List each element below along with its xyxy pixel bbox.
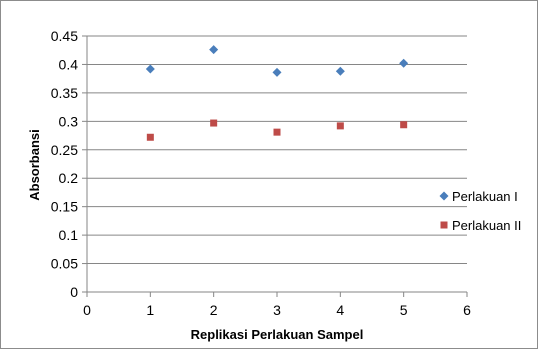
data-point-perlakuan-2 <box>146 133 154 141</box>
y-tick-label: 0.4 <box>59 56 79 72</box>
x-tick-label: 2 <box>210 302 218 318</box>
y-tick-label: 0.1 <box>59 227 79 243</box>
data-point-perlakuan-2 <box>210 119 218 127</box>
data-point-perlakuan-2 <box>273 128 281 136</box>
legend-marker <box>439 191 449 201</box>
data-point-perlakuan-2 <box>400 121 408 129</box>
legend-label: Perlakuan I <box>452 189 518 204</box>
x-tick-label: 0 <box>83 302 91 318</box>
data-point-perlakuan-1 <box>335 66 345 76</box>
x-tick-label: 6 <box>463 302 471 318</box>
data-points <box>145 45 409 141</box>
y-axis-title: Absorbansi <box>27 129 42 201</box>
y-tick-label: 0 <box>70 284 78 300</box>
x-axis-title: Replikasi Perlakuan Sampel <box>191 327 364 342</box>
data-point-perlakuan-2 <box>336 122 344 130</box>
y-tick-label: 0.45 <box>51 28 78 44</box>
data-point-perlakuan-1 <box>145 64 155 74</box>
legend-label: Perlakuan II <box>452 218 521 233</box>
y-tick-label: 0.2 <box>59 170 79 186</box>
data-point-perlakuan-1 <box>209 45 219 55</box>
data-point-perlakuan-1 <box>272 67 282 77</box>
tick-labels: 0 0.05 0.1 0.15 0.2 0.25 0.3 0.35 0.4 0.45 0 1 2 3 4 5 6 <box>51 28 471 318</box>
y-tick-label: 0.35 <box>51 85 78 101</box>
y-tick-label: 0.25 <box>51 142 78 158</box>
x-tick-label: 5 <box>400 302 408 318</box>
y-tick-label: 0.3 <box>59 113 79 129</box>
legend-marker <box>440 221 448 229</box>
x-tick-label: 1 <box>146 302 154 318</box>
y-tick-label: 0.15 <box>51 199 78 215</box>
x-tick-label: 3 <box>273 302 281 318</box>
y-tick-label: 0.05 <box>51 256 78 272</box>
gridlines <box>87 35 467 265</box>
axes <box>82 35 468 297</box>
x-tick-label: 4 <box>336 302 344 318</box>
legend: Perlakuan I Perlakuan II <box>439 189 521 233</box>
data-point-perlakuan-1 <box>399 58 409 68</box>
